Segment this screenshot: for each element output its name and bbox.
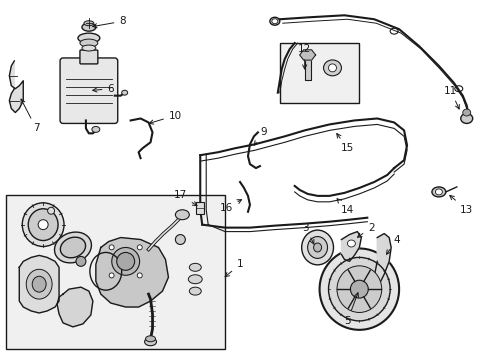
Text: 9: 9 xyxy=(254,127,266,145)
Ellipse shape xyxy=(350,280,367,298)
Ellipse shape xyxy=(137,273,142,278)
Ellipse shape xyxy=(336,266,381,312)
Ellipse shape xyxy=(460,113,472,123)
Text: 2: 2 xyxy=(357,222,374,237)
Ellipse shape xyxy=(117,252,134,270)
Text: 12: 12 xyxy=(297,44,311,69)
Ellipse shape xyxy=(80,39,98,47)
Polygon shape xyxy=(299,50,315,60)
Ellipse shape xyxy=(26,269,52,299)
Ellipse shape xyxy=(319,248,398,330)
Ellipse shape xyxy=(145,336,155,342)
Text: 13: 13 xyxy=(449,195,472,215)
FancyBboxPatch shape xyxy=(80,50,98,64)
Bar xyxy=(196,202,204,214)
Ellipse shape xyxy=(431,187,445,197)
Ellipse shape xyxy=(122,90,127,95)
Text: 17: 17 xyxy=(173,190,197,206)
Ellipse shape xyxy=(28,209,58,240)
Ellipse shape xyxy=(84,21,94,26)
Ellipse shape xyxy=(189,287,201,295)
Text: 14: 14 xyxy=(336,199,353,215)
Polygon shape xyxy=(372,234,390,291)
Ellipse shape xyxy=(82,23,96,31)
Ellipse shape xyxy=(307,237,327,258)
Ellipse shape xyxy=(54,232,91,263)
Ellipse shape xyxy=(92,126,100,132)
Polygon shape xyxy=(19,255,59,313)
Polygon shape xyxy=(9,61,23,113)
Bar xyxy=(6,195,224,349)
Ellipse shape xyxy=(144,338,156,346)
Ellipse shape xyxy=(112,247,139,275)
Text: 11: 11 xyxy=(443,86,458,109)
Ellipse shape xyxy=(271,19,277,24)
Text: 16: 16 xyxy=(219,200,241,213)
Polygon shape xyxy=(341,231,361,261)
Ellipse shape xyxy=(47,207,55,214)
Ellipse shape xyxy=(82,45,96,51)
Ellipse shape xyxy=(188,275,202,284)
Polygon shape xyxy=(57,287,93,327)
Ellipse shape xyxy=(22,203,64,247)
Polygon shape xyxy=(96,238,168,307)
Ellipse shape xyxy=(346,240,355,247)
Text: 8: 8 xyxy=(93,16,126,28)
Text: 4: 4 xyxy=(386,234,400,254)
Ellipse shape xyxy=(60,237,85,258)
Text: 5: 5 xyxy=(344,293,358,326)
Ellipse shape xyxy=(323,60,341,76)
Text: 6: 6 xyxy=(93,84,114,94)
Ellipse shape xyxy=(434,189,442,195)
Ellipse shape xyxy=(328,64,336,72)
Text: 15: 15 xyxy=(336,134,353,153)
Text: 1: 1 xyxy=(224,259,243,277)
Ellipse shape xyxy=(175,210,189,220)
Ellipse shape xyxy=(328,257,389,321)
Ellipse shape xyxy=(269,17,279,25)
Ellipse shape xyxy=(313,243,321,252)
FancyBboxPatch shape xyxy=(60,58,118,123)
Ellipse shape xyxy=(109,273,114,278)
Text: 10: 10 xyxy=(149,111,182,124)
Ellipse shape xyxy=(38,220,48,230)
Bar xyxy=(279,43,359,103)
Ellipse shape xyxy=(189,264,201,271)
Ellipse shape xyxy=(109,245,114,250)
Ellipse shape xyxy=(462,109,470,116)
Ellipse shape xyxy=(175,235,185,244)
Text: 7: 7 xyxy=(21,99,40,134)
Bar xyxy=(304,58,310,80)
Ellipse shape xyxy=(78,33,100,43)
Ellipse shape xyxy=(301,230,333,265)
Ellipse shape xyxy=(137,245,142,250)
Text: 3: 3 xyxy=(302,222,313,244)
Ellipse shape xyxy=(32,276,46,292)
Ellipse shape xyxy=(76,256,86,266)
